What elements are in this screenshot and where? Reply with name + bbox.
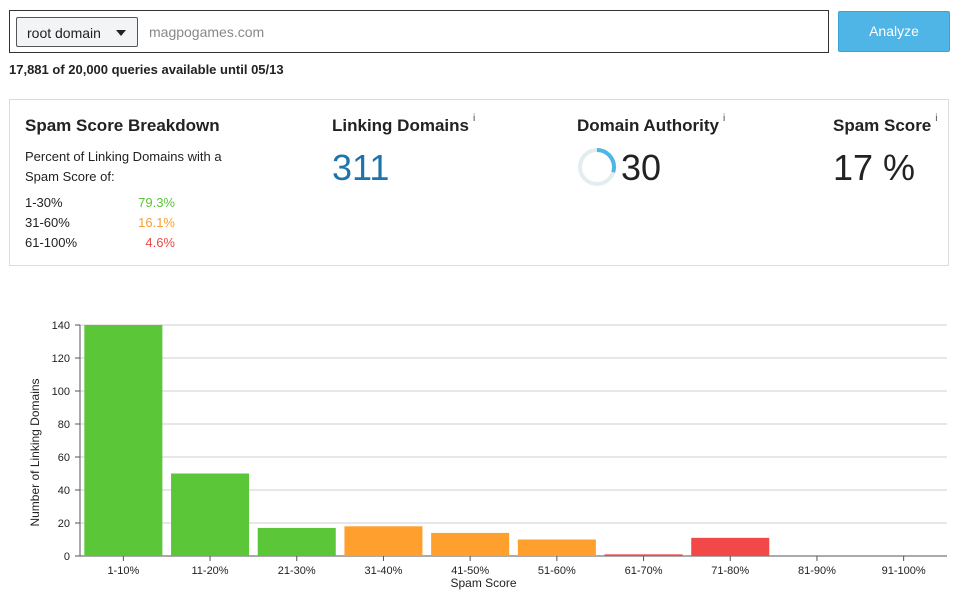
analyze-button[interactable]: Analyze [838, 11, 950, 52]
x-tick-label: 71-80% [711, 565, 749, 577]
y-tick-label: 140 [52, 320, 70, 332]
breakdown-percent: 16.1% [138, 215, 175, 230]
bar-chart: 0 20 40 60 80 100 120 140 1-10% 11-20% 21-30% 31-40… [28, 320, 947, 590]
bar [344, 526, 423, 556]
quota-text: 17,881 of 20,000 queries available until… [9, 62, 284, 77]
x-tick-label: 81-90% [798, 565, 836, 577]
breakdown-row: 61-100% 4.6% [25, 235, 175, 255]
summary-panel: Spam Score Breakdown Percent of Linking … [9, 99, 949, 266]
x-tick-label: 91-100% [882, 565, 926, 577]
spam-score-value: 17 % [833, 147, 916, 188]
y-tick-label: 120 [52, 353, 70, 365]
bar [691, 537, 770, 556]
domain-authority-label: Domain Authority [577, 116, 719, 135]
breakdown-title: Spam Score Breakdown [25, 116, 220, 135]
x-tick-label: 41-50% [451, 565, 489, 577]
breakdown-range: 31-60% [25, 215, 70, 230]
ring-progress [578, 148, 616, 186]
search-bar: root domain [9, 10, 829, 53]
spam-score-title: Spam Score i [833, 113, 938, 136]
spam-score-label: Spam Score [833, 116, 932, 135]
y-tick-label: 20 [58, 518, 70, 530]
x-axis-title: Spam Score [450, 576, 516, 590]
domain-search-input[interactable] [149, 19, 809, 45]
info-icon[interactable]: i [935, 113, 938, 124]
scope-select[interactable]: root domain [16, 17, 138, 47]
breakdown-range: 1-30% [25, 195, 63, 210]
breakdown-description: Percent of Linking Domains with a Spam S… [25, 149, 222, 184]
x-tick-label: 1-10% [107, 565, 139, 577]
x-tick-label: 31-40% [364, 565, 402, 577]
breakdown-percent: 79.3% [138, 195, 175, 210]
x-tick-label: 61-70% [625, 565, 663, 577]
linking-domains-title: Linking Domains i [332, 113, 476, 136]
y-tick-label: 80 [58, 419, 70, 431]
breakdown-row: 31-60% 16.1% [25, 215, 175, 235]
x-tick-label: 21-30% [278, 565, 316, 577]
bar [604, 554, 683, 556]
info-icon[interactable]: i [472, 113, 476, 124]
scope-select-label: root domain [27, 25, 101, 41]
breakdown-range: 61-100% [25, 235, 78, 250]
spam-score-chart: 0 20 40 60 80 100 120 140 1-10% 11-20% 21-30% 31-40… [0, 305, 971, 595]
y-axis-title: Number of Linking Domains [28, 378, 42, 526]
domain-authority-ring [578, 148, 616, 186]
bar [171, 473, 250, 556]
breakdown-row: 1-30% 79.3% [25, 195, 175, 215]
linking-domains-label: Linking Domains [332, 116, 469, 135]
linking-domains-value: 311 [332, 147, 390, 188]
x-tick-label: 51-60% [538, 565, 576, 577]
info-icon[interactable]: i [722, 113, 726, 124]
y-tick-label: 0 [64, 551, 70, 563]
bar [84, 325, 163, 556]
y-tick-label: 60 [58, 452, 70, 464]
y-tick-label: 40 [58, 485, 70, 497]
y-tick-label: 100 [52, 386, 70, 398]
bar [257, 527, 336, 556]
bar [431, 532, 510, 556]
breakdown-percent: 4.6% [145, 235, 175, 250]
x-tick-label: 11-20% [191, 565, 228, 577]
domain-authority-title: Domain Authority i [577, 113, 726, 136]
bar [517, 539, 596, 556]
caret-down-icon [116, 30, 126, 36]
domain-authority-value: 30 [621, 147, 662, 188]
